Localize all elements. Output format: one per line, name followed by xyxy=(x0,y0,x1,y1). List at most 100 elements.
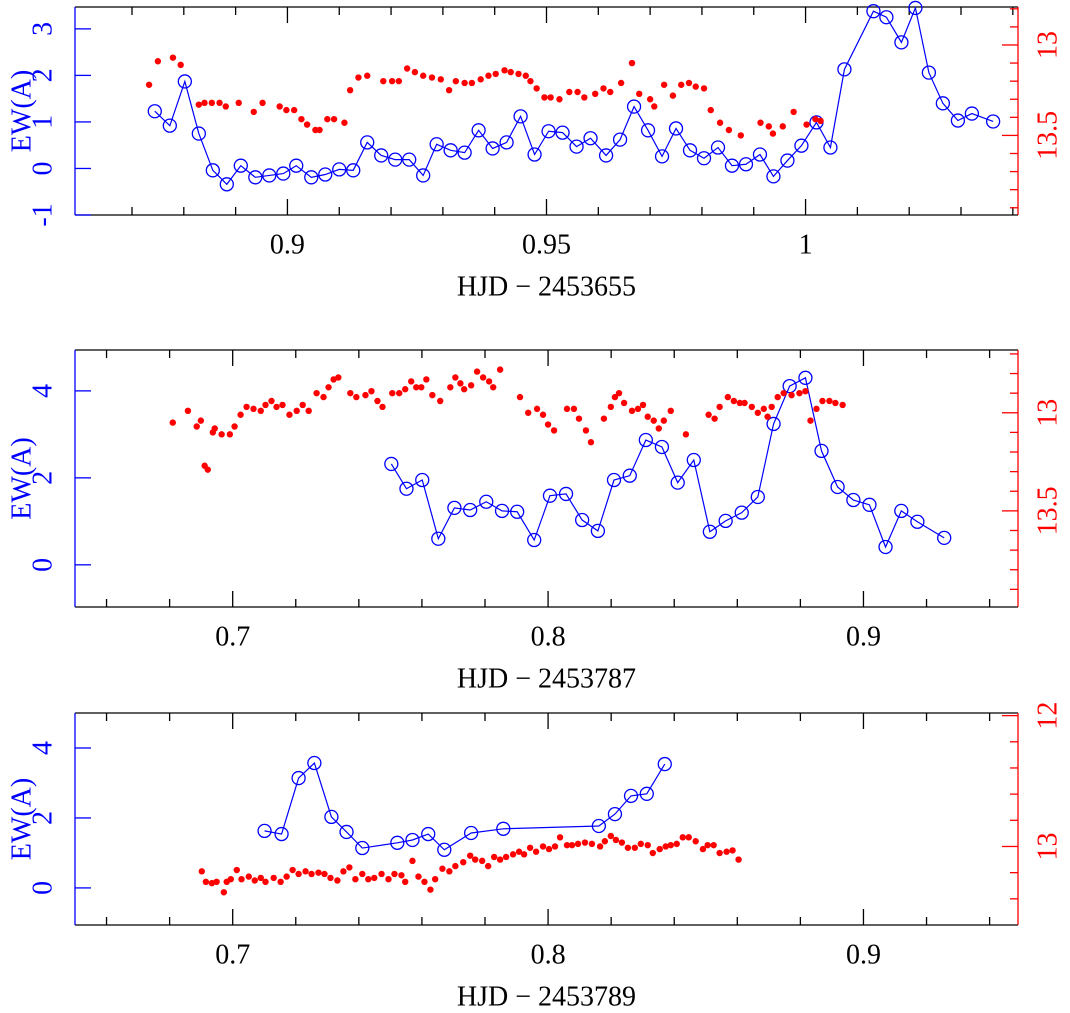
ew-point xyxy=(830,479,845,495)
mag-point xyxy=(427,886,434,893)
mag-point xyxy=(193,423,200,430)
mag-point xyxy=(359,870,366,878)
mag-point xyxy=(452,77,460,85)
mag-point xyxy=(582,427,590,434)
mag-point xyxy=(574,88,581,96)
ew-point xyxy=(510,504,525,519)
ew-point xyxy=(541,124,556,139)
mag-point xyxy=(547,94,554,101)
series-line xyxy=(264,761,666,851)
mag-point xyxy=(587,439,595,446)
mag-point xyxy=(479,374,487,381)
y2-tick-label: 13 xyxy=(1032,399,1063,427)
mag-point xyxy=(429,391,436,399)
mag-point xyxy=(485,72,492,79)
mag-point xyxy=(496,856,504,863)
mag-point xyxy=(313,389,320,397)
ew-point xyxy=(598,148,614,163)
mag-point xyxy=(678,81,685,88)
mag-point xyxy=(352,875,359,883)
mag-point xyxy=(636,90,643,98)
mag-point xyxy=(628,59,636,67)
mag-point xyxy=(780,389,787,397)
mag-point xyxy=(237,411,244,418)
mag-point xyxy=(660,417,668,424)
mag-point xyxy=(374,397,381,405)
x-tick-label: 0.9 xyxy=(270,229,305,260)
mag-point xyxy=(754,409,762,416)
mag-point xyxy=(522,72,529,79)
mag-point xyxy=(478,857,486,865)
mag-point xyxy=(473,368,481,375)
ew-point xyxy=(542,488,558,503)
mag-point xyxy=(216,99,223,107)
mag-point xyxy=(368,387,375,395)
ew-point xyxy=(639,786,654,801)
mag-point xyxy=(218,431,225,438)
ew-point xyxy=(233,158,248,173)
mag-point xyxy=(305,407,312,415)
mag-point xyxy=(396,389,403,397)
ew-point xyxy=(866,4,881,19)
mag-point xyxy=(233,866,240,874)
ew-point xyxy=(219,177,234,192)
ew-point xyxy=(702,524,718,539)
mag-point xyxy=(509,851,517,858)
mag-point xyxy=(774,393,781,401)
ew-point xyxy=(289,158,304,173)
mag-point xyxy=(355,74,362,81)
mag-point xyxy=(316,126,323,134)
mag-point xyxy=(340,868,347,875)
mag-point xyxy=(515,70,522,78)
mag-point xyxy=(298,115,305,123)
mag-point xyxy=(826,397,833,405)
mag-point xyxy=(729,847,736,854)
mag-point xyxy=(628,407,636,415)
mag-point xyxy=(748,403,756,411)
ew-point xyxy=(513,109,528,124)
mag-point xyxy=(563,405,571,413)
ew-point xyxy=(626,99,642,114)
mag-point xyxy=(289,866,296,874)
mag-point xyxy=(716,849,723,857)
mag-point xyxy=(268,397,275,405)
mag-point xyxy=(409,857,416,865)
mag-point xyxy=(490,853,498,861)
y-tick-label: 2 xyxy=(27,811,58,825)
mag-point xyxy=(655,425,662,432)
mag-point xyxy=(644,841,651,849)
mag-point xyxy=(419,72,427,79)
mag-point xyxy=(452,374,459,381)
ew-point xyxy=(910,514,925,529)
x-tick-label: 1 xyxy=(799,229,813,260)
mag-point xyxy=(532,848,540,855)
mag-point xyxy=(391,870,398,878)
mag-point xyxy=(711,415,718,422)
ew-point xyxy=(374,148,389,163)
mag-point xyxy=(596,843,604,850)
ew-point xyxy=(638,432,653,448)
ew-point xyxy=(463,502,478,518)
y-axis-label: EW(A) xyxy=(6,70,37,152)
mag-point xyxy=(704,841,711,849)
ew-point xyxy=(686,452,701,468)
mag-point xyxy=(457,380,464,387)
ew-point xyxy=(724,158,740,173)
mag-point xyxy=(779,123,786,130)
mag-point xyxy=(398,872,405,879)
mag-point xyxy=(250,108,257,116)
mag-point xyxy=(533,405,541,413)
mag-point xyxy=(710,841,717,849)
mag-point xyxy=(472,856,479,863)
mag-point xyxy=(283,106,290,114)
mag-point xyxy=(388,77,396,85)
ew-point xyxy=(682,143,698,158)
mag-point xyxy=(802,387,809,395)
x-axis-label: HJD − 2453787 xyxy=(457,663,636,694)
ew-point xyxy=(388,152,403,167)
mag-point xyxy=(302,868,309,875)
mag-point xyxy=(685,834,692,841)
mag-point xyxy=(716,403,723,411)
y-tick-label: 2 xyxy=(27,68,58,82)
